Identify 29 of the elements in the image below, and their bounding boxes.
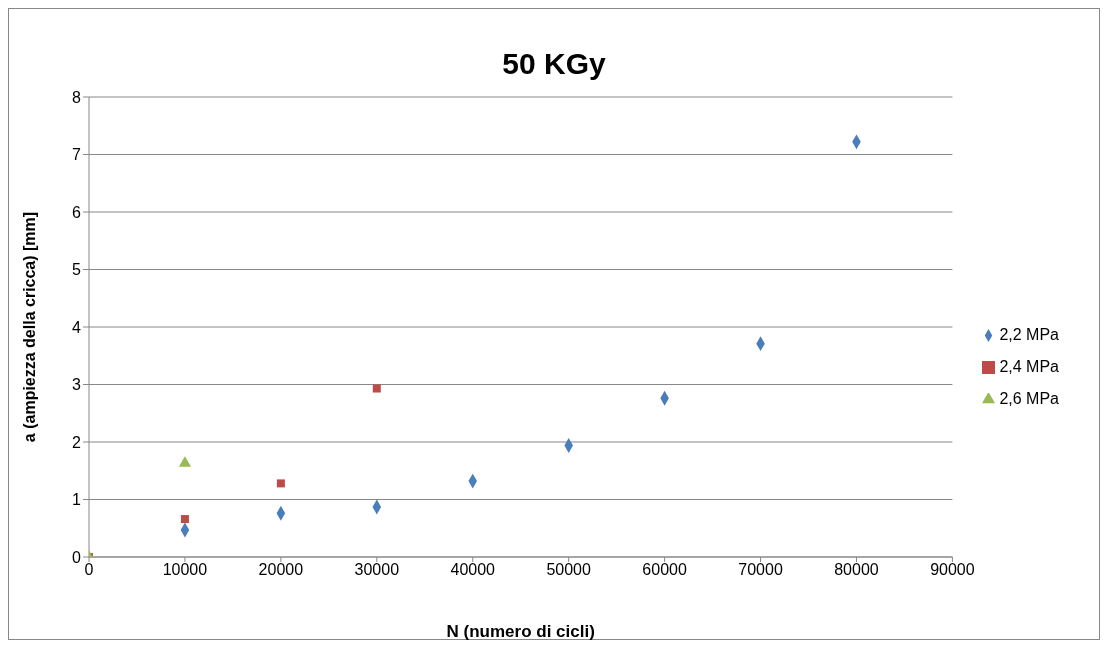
x-tick-label: 50000 [546,561,592,579]
point [372,384,381,393]
x-tick-label: 70000 [738,561,783,579]
legend-label: 2,6 MPa [999,390,1059,407]
x-tick-label: 20000 [258,561,304,579]
x-tick-label: 10000 [162,561,208,579]
x-axis-title: N (numero di cicli) [446,622,595,642]
y-tick-label: 5 [72,261,82,279]
x-tick-label: 40000 [450,561,496,579]
y-tick-label: 7 [72,146,82,164]
y-tick-label: 2 [72,433,82,451]
x-tick-label: 90000 [930,561,975,579]
chart-title: 50 KGy [501,47,607,82]
y-tick-label: 6 [72,203,82,221]
y-tick-label: 0 [72,548,82,566]
point [276,479,285,488]
x-tick-label: 0 [84,561,94,579]
point [180,515,189,524]
x-tick-label: 30000 [354,561,400,579]
y-tick-label: 4 [72,318,82,336]
y-tick-label: 1 [72,491,82,509]
y-axis-title: a (ampiezza della cricca) [mm] [20,211,38,443]
y-tick-label: 3 [72,376,82,394]
point [178,456,192,467]
legend-label: 2,2 MPa [999,326,1059,343]
x-tick-label: 60000 [642,561,687,579]
y-tick-label: 8 [72,88,82,106]
legend-label: 2,4 MPa [999,358,1059,375]
x-tick-label: 80000 [834,561,879,579]
